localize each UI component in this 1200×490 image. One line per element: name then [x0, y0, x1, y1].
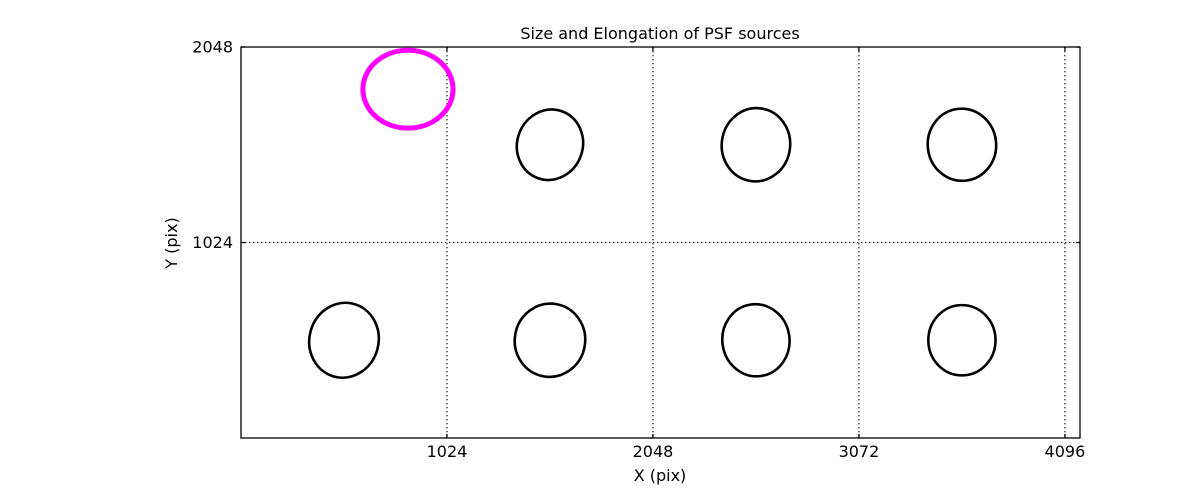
x-tick-label: 1024	[427, 442, 468, 461]
y-axis-label: Y (pix)	[162, 217, 181, 269]
psf-ellipse-highlighted	[360, 47, 456, 131]
x-tick-label: 4096	[1045, 442, 1086, 461]
psf-ellipse	[515, 108, 585, 182]
y-tick-label: 2048	[192, 38, 233, 57]
psf-ellipse	[720, 106, 792, 183]
x-axis-label: X (pix)	[634, 466, 687, 485]
x-tick-label: 3072	[839, 442, 880, 461]
psf-ellipse	[927, 303, 997, 377]
chart-title: Size and Elongation of PSF sources	[520, 24, 799, 43]
x-tick-label: 2048	[633, 442, 674, 461]
psf-ellipse	[307, 301, 381, 379]
psf-ellipse	[513, 302, 587, 379]
psf-ellipse	[926, 107, 998, 183]
y-tick-label: 1024	[192, 233, 233, 252]
psf-ellipse	[721, 302, 791, 378]
